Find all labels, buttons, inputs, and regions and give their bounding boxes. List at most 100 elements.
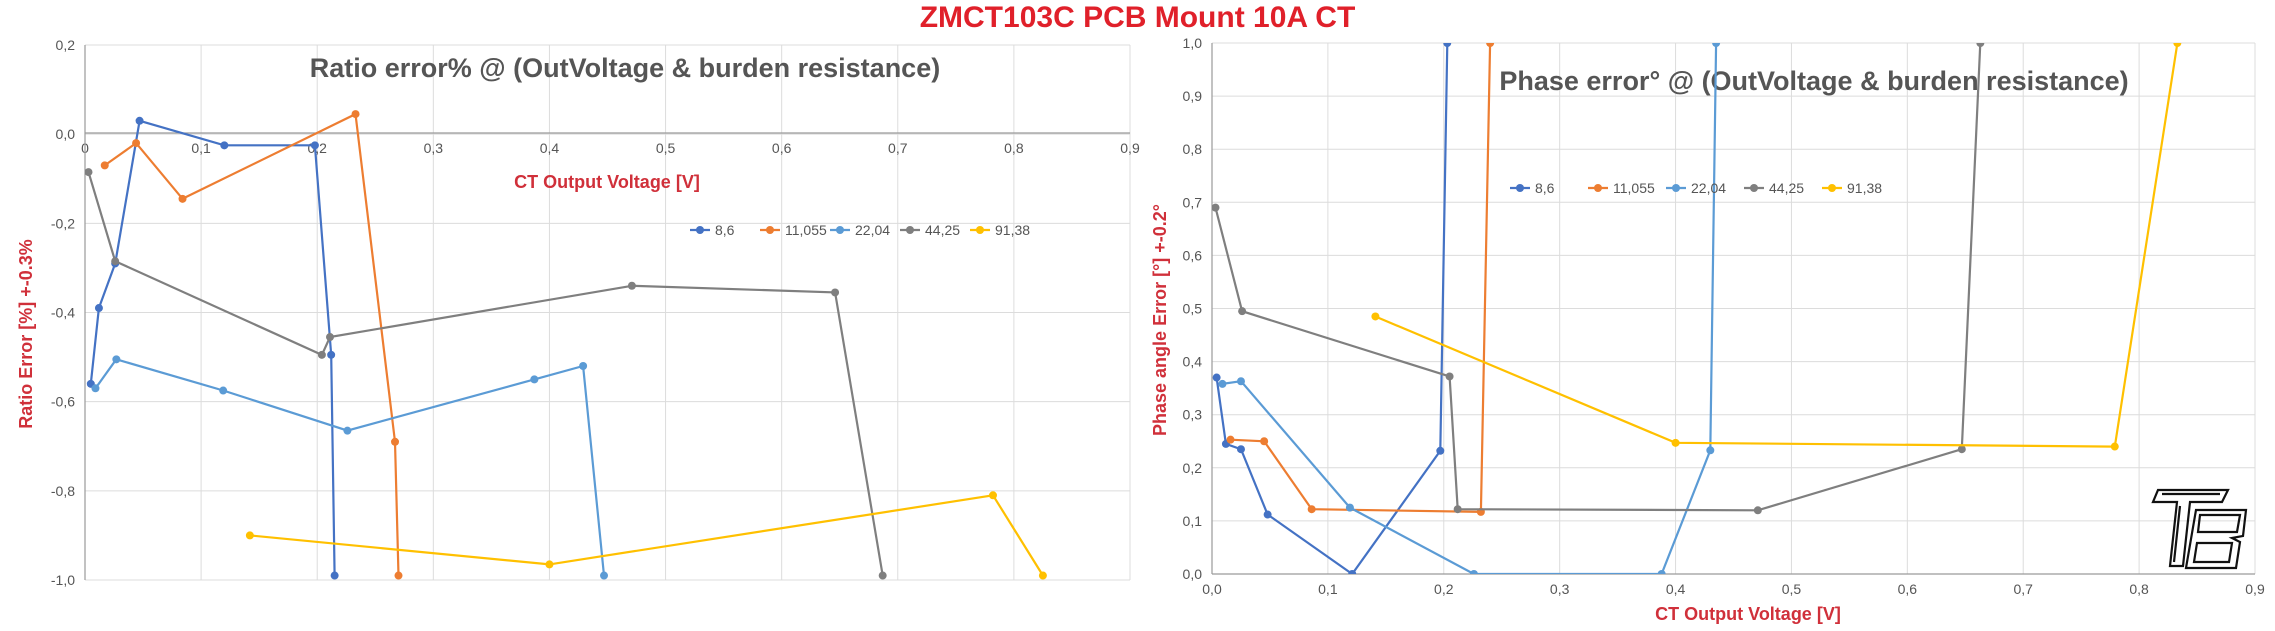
ratio-legend-marker <box>906 226 914 234</box>
ratio-y-tick-label: -0,2 <box>51 215 75 231</box>
phase-data-point <box>1260 437 1269 446</box>
phase-data-point <box>1443 43 1452 47</box>
ratio-data-point <box>111 257 120 266</box>
phase-legend-marker <box>1594 184 1602 192</box>
ratio-data-point <box>317 350 326 359</box>
phase-x-tick-label: 0,9 <box>2245 581 2265 597</box>
phase-x-tick-label: 0,7 <box>2013 581 2033 597</box>
ratio-data-point <box>325 333 334 342</box>
ratio-data-point <box>94 304 103 313</box>
phase-x-tick-label: 0,8 <box>2129 581 2149 597</box>
phase-series-line <box>1374 43 2179 448</box>
ratio-x-tick-label: 0,9 <box>1120 140 1140 156</box>
phase-data-point <box>1236 377 1245 386</box>
ratio-data-point <box>330 571 339 580</box>
phase-data-point <box>1469 570 1478 574</box>
ratio-y-tick-label: -0,4 <box>51 305 75 321</box>
ratio-data-point <box>327 350 336 359</box>
ratio-legend-label: 22,04 <box>855 222 890 238</box>
phase-x-tick-label: 0,6 <box>1898 581 1918 597</box>
ratio-data-point <box>351 110 360 119</box>
ratio-data-point <box>579 362 588 370</box>
phase-series-group <box>1212 43 2182 574</box>
phase-data-point <box>1263 510 1272 519</box>
ratio-data-point <box>545 560 554 569</box>
ratio-legend-marker <box>696 226 704 234</box>
phase-data-point <box>1706 446 1715 455</box>
ratio-data-point <box>627 281 636 290</box>
phase-chart-title: Phase error° @ (OutVoltage & burden resi… <box>1499 66 2128 96</box>
ratio-legend-marker <box>976 226 984 234</box>
phase-legend-marker <box>1516 184 1524 192</box>
phase-x-tick-label: 0,2 <box>1434 581 1454 597</box>
ratio-y-tick-label: -1,0 <box>51 572 75 588</box>
phase-data-point <box>2173 43 2182 47</box>
ratio-x-tick-label: 0,8 <box>1004 140 1024 156</box>
ratio-data-point <box>219 386 228 395</box>
ratio-series-line <box>104 112 400 576</box>
phase-data-point <box>1671 438 1680 447</box>
phase-data-point <box>1238 307 1247 316</box>
phase-data-point <box>1345 503 1354 512</box>
ratio-data-point <box>85 168 93 177</box>
phase-y-tick-label: 0,4 <box>1183 354 1203 370</box>
phase-x-tick-label: 0,4 <box>1666 581 1686 597</box>
phase-legend-label: 91,38 <box>1847 180 1882 196</box>
phase-legend-label: 11,055 <box>1613 180 1655 196</box>
ratio-y-tick-label: -0,6 <box>51 394 75 410</box>
ratio-legend-label: 11,055 <box>785 222 827 238</box>
ratio-grid <box>84 44 1131 581</box>
ratio-x-tick-label: 0,1 <box>191 140 211 156</box>
phase-y-tick-label: 0,8 <box>1183 141 1203 157</box>
ratio-data-point <box>220 141 229 150</box>
ratio-x-tick-label: 0,7 <box>888 140 908 156</box>
ratio-legend-marker <box>836 226 844 234</box>
ratio-data-point <box>394 571 403 580</box>
ratio-legend-label: 91,38 <box>995 222 1030 238</box>
main-title: ZMCT103C PCB Mount 10A CT <box>919 1 1356 34</box>
phase-x-tick-label: 0,1 <box>1318 581 1338 597</box>
phase-x-tick-label: 0,3 <box>1550 581 1570 597</box>
ratio-data-point <box>310 141 319 150</box>
ratio-series-line <box>87 171 884 576</box>
ratio-legend-marker <box>766 226 774 234</box>
phase-data-point <box>1976 43 1985 47</box>
phase-legend-label: 44,25 <box>1769 180 1804 196</box>
phase-error-chart: Phase error° @ (OutVoltage & burden resi… <box>1150 35 2265 624</box>
phase-y-tick-label: 0,6 <box>1183 247 1203 263</box>
phase-legend-label: 22,04 <box>1691 180 1726 196</box>
phase-x-tick-label: 0,5 <box>1782 581 1802 597</box>
ratio-data-point <box>112 355 121 364</box>
tb-logo <box>2151 488 2248 570</box>
ratio-data-point <box>878 571 887 580</box>
phase-data-point <box>1445 372 1454 381</box>
ratio-data-point <box>178 194 187 203</box>
ratio-y-tick-label: -0,8 <box>51 483 75 499</box>
ratio-data-point <box>988 491 997 500</box>
phase-data-point <box>1348 570 1357 574</box>
phase-y-tick-label: 0,9 <box>1183 88 1203 104</box>
phase-data-point <box>1453 505 1462 514</box>
phase-data-point <box>1212 373 1221 382</box>
ratio-data-point <box>831 288 840 297</box>
ratio-data-point <box>343 426 352 435</box>
ratio-legend-label: 44,25 <box>925 222 960 238</box>
phase-data-point <box>1218 379 1227 388</box>
phase-legend-marker <box>1672 184 1680 192</box>
phase-data-point <box>1307 505 1316 514</box>
ratio-data-point <box>391 437 400 446</box>
ratio-series-line <box>249 494 1044 577</box>
phase-y-tick-label: 0,0 <box>1183 566 1203 582</box>
ratio-chart-y-label: Ratio Error [%] +-0.3% <box>16 239 36 429</box>
phase-data-point <box>1371 312 1380 321</box>
phase-data-point <box>1436 446 1445 455</box>
phase-chart-x-label: CT Output Voltage [V] <box>1655 604 1841 624</box>
phase-data-point <box>1657 570 1666 574</box>
ratio-data-point <box>245 531 254 540</box>
ratio-series-line <box>89 119 336 576</box>
phase-series-line <box>1214 43 1982 512</box>
ratio-data-point <box>100 161 109 170</box>
phase-y-tick-label: 0,2 <box>1183 460 1203 476</box>
phase-data-point <box>1212 203 1220 212</box>
